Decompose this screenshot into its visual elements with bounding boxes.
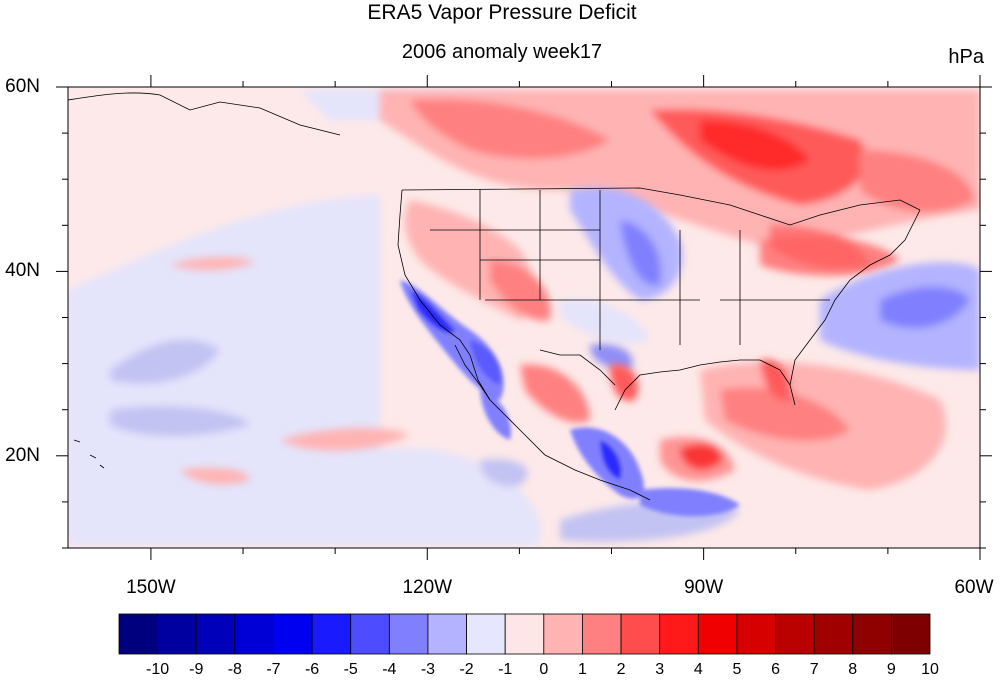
map-ticks <box>56 75 992 560</box>
colorbar-tick-label: -5 <box>343 661 358 678</box>
colorbar-tick-label: 2 <box>616 661 626 678</box>
lat-label: 40N <box>5 260 40 282</box>
colorbar-swatch <box>195 613 236 655</box>
lon-label: 60W <box>954 577 994 598</box>
colorbar-tick-label: -7 <box>266 661 281 678</box>
colorbar-tick-label: -9 <box>189 661 204 678</box>
pacific-warm <box>170 257 410 485</box>
colorbar-tick-label: 5 <box>732 661 742 678</box>
colorbar-swatch <box>118 613 159 655</box>
map-field <box>68 87 980 548</box>
colorbar-tick-label: -1 <box>498 661 513 678</box>
alaska-hawaii-outlines <box>68 92 341 469</box>
colorbar-swatch <box>350 613 390 655</box>
colorbar-swatch <box>311 613 352 655</box>
lon-label: 90W <box>684 577 724 598</box>
colorbar-tick-label: -8 <box>227 661 242 678</box>
colorbar-swatch <box>620 613 661 655</box>
lon-label: 150W <box>126 577 176 598</box>
colorbar-swatch <box>504 613 545 655</box>
colorbar-swatch <box>582 613 622 655</box>
colorbar-swatch <box>157 613 197 655</box>
colorbar-tick-label: 0 <box>539 661 549 678</box>
colorbar-swatch <box>697 613 738 655</box>
colorbar-tick-label: 9 <box>886 661 896 678</box>
colorbar-swatch <box>427 613 467 655</box>
canada-warm <box>380 90 980 276</box>
mexico-cool <box>570 427 740 517</box>
colorbar-swatch <box>659 613 699 655</box>
plains-cool <box>560 187 980 370</box>
colorbar-tick-label: 4 <box>693 661 703 678</box>
california-cool <box>400 280 511 440</box>
colorbar-swatch <box>775 613 815 655</box>
colorbar-tick-label: 6 <box>771 661 780 678</box>
colorbar-tick-label: -4 <box>382 661 397 678</box>
colorbar-swatch <box>234 613 274 655</box>
colorbar-tick-label: 7 <box>809 661 819 678</box>
colorbar-swatch <box>543 613 583 655</box>
units-label: hPa <box>948 46 984 68</box>
chart-title: ERA5 Vapor Pressure Deficit <box>367 1 637 24</box>
lon-label: 120W <box>402 577 453 598</box>
colorbar-swatch <box>466 613 506 655</box>
colorbar <box>118 613 931 655</box>
colorbar-tick-label: 3 <box>655 661 665 678</box>
colorbar-swatch <box>890 613 931 655</box>
colorbar-swatch <box>852 613 892 655</box>
colorbar-tick-label: -2 <box>459 661 474 678</box>
colorbar-tick-label: 10 <box>921 661 939 678</box>
colorbar-tick-label: 1 <box>577 661 587 678</box>
colorbar-swatch <box>736 613 776 655</box>
colorbar-swatch <box>388 613 429 655</box>
colorbar-tick-label: 8 <box>848 661 858 678</box>
colorbar-tick-label: -3 <box>420 661 436 678</box>
colorbar-tick-label: -10 <box>146 661 170 678</box>
chart-subtitle: 2006 anomaly week17 <box>401 41 603 63</box>
lat-label: 60N <box>5 76 40 97</box>
geographic-outlines <box>397 187 921 501</box>
colorbar-swatch <box>813 613 854 655</box>
lat-label: 20N <box>5 444 40 466</box>
colorbar-swatch <box>273 613 313 655</box>
colorbar-tick-label: -6 <box>304 661 320 678</box>
